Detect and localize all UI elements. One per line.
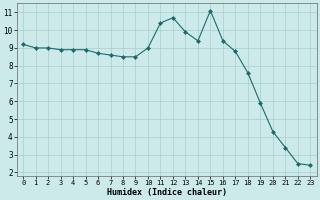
- X-axis label: Humidex (Indice chaleur): Humidex (Indice chaleur): [107, 188, 227, 197]
